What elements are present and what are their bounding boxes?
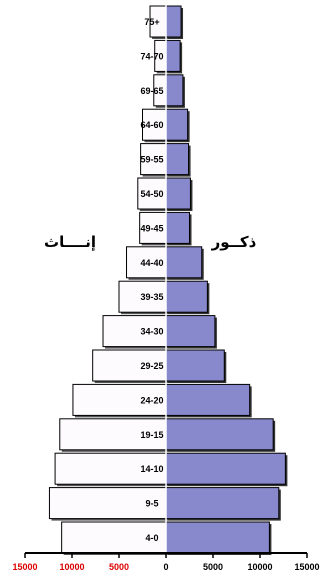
age-group-label: 4-0 — [145, 533, 158, 543]
age-group-label: 74-70 — [140, 51, 163, 61]
x-tick-label: 15000 — [12, 562, 37, 572]
age-group-labels: 4-0 9-5 14-10 19-15 24-20 29-25 34-30 39-35 44-4… — [140, 17, 163, 543]
x-axis: 15000 10000 5000 0 5000 10000 15000 — [12, 4, 320, 572]
male-bar — [165, 418, 274, 451]
age-group-label: 59-55 — [140, 155, 163, 165]
age-group-label: 69-65 — [140, 86, 163, 96]
male-bar — [165, 74, 184, 107]
x-tick-label: 10000 — [59, 562, 84, 572]
male-bar — [165, 143, 190, 176]
age-group-label: 54-50 — [140, 189, 163, 199]
female-bars — [48, 5, 168, 555]
x-tick-label: 0 — [163, 562, 168, 572]
age-group-label: 64-60 — [140, 120, 163, 130]
male-bar — [165, 39, 181, 72]
female-bar — [137, 177, 167, 210]
male-bar — [165, 315, 216, 348]
female-bar — [118, 280, 167, 313]
female-bar — [54, 452, 167, 485]
male-bar — [165, 211, 190, 244]
age-group-label: 9-5 — [145, 499, 158, 509]
age-group-label: 14-10 — [140, 464, 163, 474]
male-bar — [165, 246, 203, 279]
male-bars — [165, 5, 288, 555]
male-bar — [165, 5, 182, 38]
male-bar — [165, 108, 189, 141]
male-bar — [165, 487, 280, 520]
x-tick-label: 5000 — [109, 562, 129, 572]
age-group-label: 39-35 — [140, 292, 163, 302]
x-tick-label: 15000 — [294, 562, 319, 572]
age-group-label: 75+ — [144, 17, 159, 27]
age-group-label: 29-25 — [140, 361, 163, 371]
x-tick-label: 10000 — [247, 562, 272, 572]
age-group-label: 49-45 — [140, 223, 163, 233]
age-group-label: 34-30 — [140, 327, 163, 337]
female-bar — [61, 521, 167, 554]
series-label-male: ذكــور — [211, 233, 257, 251]
male-bar — [165, 280, 208, 313]
age-group-label: 24-20 — [140, 395, 163, 405]
x-tick-label: 5000 — [203, 562, 223, 572]
female-bar — [92, 349, 167, 382]
male-bar — [165, 521, 270, 554]
age-group-label: 19-15 — [140, 430, 163, 440]
female-bar — [140, 143, 167, 176]
male-bar — [165, 452, 286, 485]
male-bar — [165, 383, 251, 416]
series-label-female: إنــــاث — [44, 233, 96, 251]
age-group-label: 44-40 — [140, 258, 163, 268]
female-bar — [72, 383, 167, 416]
male-bar — [165, 177, 191, 210]
female-bar — [126, 246, 167, 279]
female-bar — [59, 418, 167, 451]
male-bar — [165, 349, 225, 382]
